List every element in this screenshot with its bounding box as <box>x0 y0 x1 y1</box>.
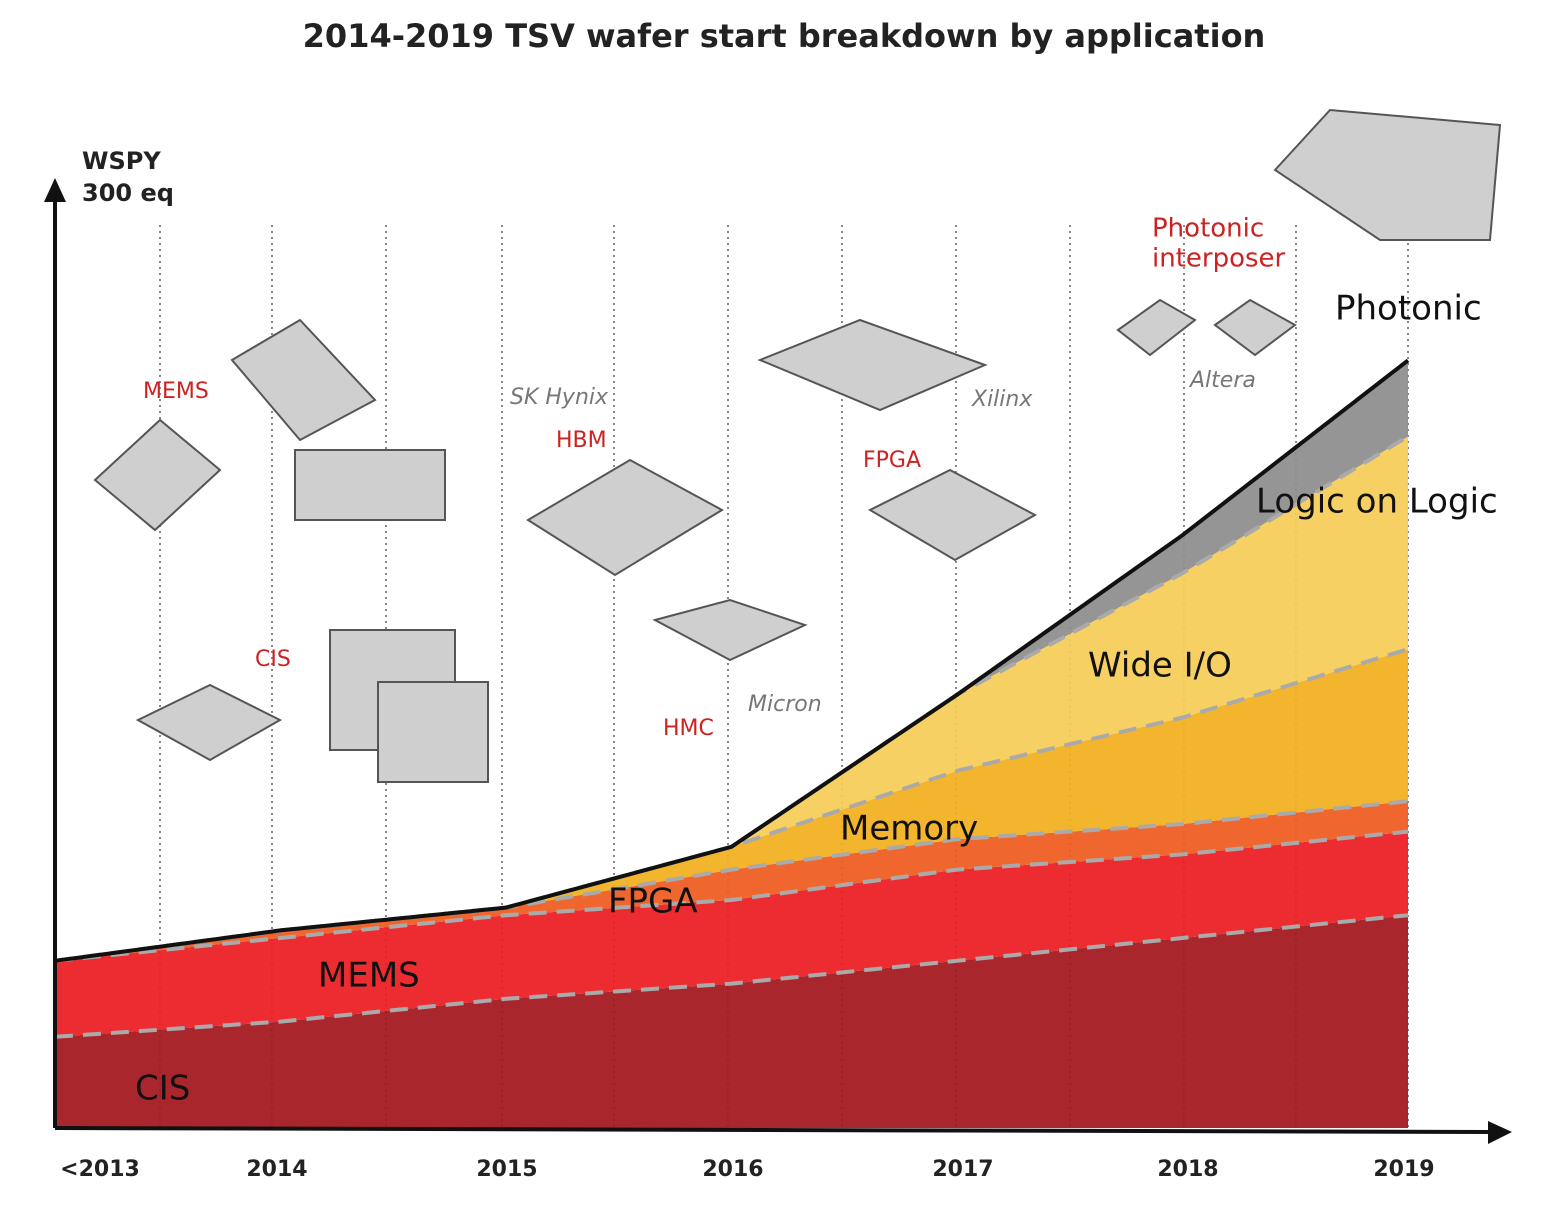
boundary <box>54 829 1409 963</box>
annotation: interposer <box>1152 244 1286 274</box>
chip-image <box>867 468 1038 562</box>
annotation: Photonic <box>1152 214 1264 244</box>
y-axis-label: WSPY <box>82 147 161 175</box>
series-label: FPGA <box>608 882 698 922</box>
area <box>55 915 1408 1128</box>
series-label: Memory <box>840 809 978 849</box>
series-label: Photonic <box>1335 289 1482 329</box>
x-tick-label: 2019 <box>1373 1157 1434 1182</box>
annotation: HMC <box>663 716 714 741</box>
chip-image <box>1213 298 1297 357</box>
x-tick-label: 2018 <box>1157 1157 1218 1182</box>
area <box>55 831 1408 1037</box>
chip-image <box>1273 108 1502 241</box>
x-tick-label: <2013 <box>60 1157 140 1182</box>
chip-image <box>1116 298 1197 357</box>
chip-image <box>377 681 489 783</box>
series-label: Wide I/O <box>1088 646 1232 686</box>
x-tick-label: 2014 <box>246 1157 307 1182</box>
annotation: CIS <box>255 647 291 672</box>
area <box>55 436 1408 961</box>
chip-image <box>93 418 222 532</box>
chip-image <box>652 598 808 662</box>
annotation: Altera <box>1188 368 1256 393</box>
annotation: MEMS <box>143 379 209 404</box>
outline <box>54 358 1410 963</box>
product-images <box>93 108 1502 783</box>
x-axis-arrow <box>1488 1121 1512 1144</box>
y-axis-arrow <box>44 178 66 202</box>
chip-image <box>294 449 446 521</box>
annotation: SK Hynix <box>510 385 609 410</box>
series-label: CIS <box>135 1069 190 1109</box>
area <box>55 649 1408 961</box>
annotation: HBM <box>556 428 607 453</box>
annotation: FPGA <box>863 448 921 473</box>
annotation: Xilinx <box>971 387 1033 412</box>
chart-title: 2014-2019 TSV wafer start breakdown by a… <box>303 17 1266 55</box>
plot-area <box>54 358 1410 1128</box>
x-tick-label: 2015 <box>476 1157 537 1182</box>
series-label: Logic on Logic <box>1256 482 1498 522</box>
boundary <box>54 913 1409 1039</box>
chip-image <box>526 458 725 577</box>
annotation: Micron <box>748 692 822 717</box>
y-axis-label: 300 eq <box>82 179 174 207</box>
chip-image <box>230 318 377 442</box>
series-label: MEMS <box>318 956 420 996</box>
x-tick-label: 2017 <box>932 1157 993 1182</box>
chip-image <box>135 683 283 762</box>
x-tick-label: 2016 <box>702 1157 763 1182</box>
chip-image <box>757 318 988 412</box>
x-axis <box>54 1126 1491 1134</box>
